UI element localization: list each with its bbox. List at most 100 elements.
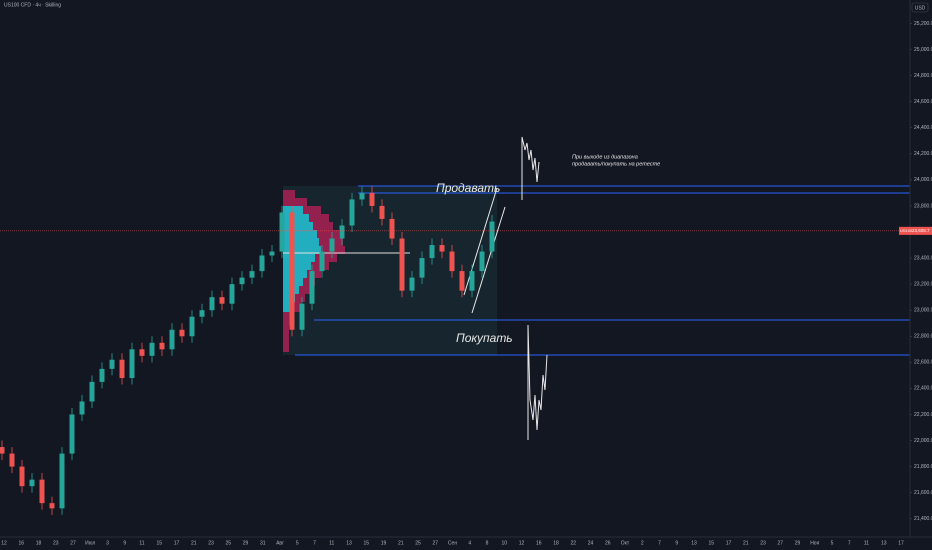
x-tick-label: 11	[329, 540, 334, 546]
x-tick-label: 9	[123, 540, 126, 546]
candle-body	[29, 479, 35, 487]
candle-body	[149, 342, 155, 356]
x-tick-label: 5	[296, 540, 299, 546]
buy-annotation: Покупать	[456, 331, 513, 345]
y-tick-label: 24,600.0	[914, 99, 932, 105]
candle-body	[69, 414, 75, 454]
x-tick-label: Ноя	[810, 540, 819, 546]
y-tick-label: 22,600.0	[914, 360, 932, 366]
candle-body	[469, 271, 475, 291]
candle-body	[299, 303, 305, 330]
x-tick-label: 29	[243, 540, 249, 546]
y-tick-label: 22,800.0	[914, 334, 932, 340]
x-tick-label: 7	[658, 540, 661, 546]
last-price-tag	[899, 226, 932, 235]
candle-body	[419, 258, 425, 278]
x-tick-label: Окт	[621, 540, 630, 546]
x-tick-label: 18	[553, 540, 559, 546]
x-tick-label: 27	[777, 540, 783, 546]
y-tick-label: 21,600.0	[914, 490, 932, 496]
x-tick-label: 12	[1, 540, 7, 546]
last-price-label: 23,608.7	[912, 228, 930, 233]
x-tick-label: 12	[519, 540, 525, 546]
candle-body	[239, 277, 245, 285]
y-tick-label: 24,800.0	[914, 73, 932, 79]
candle-body	[479, 251, 485, 272]
x-tick-label: 16	[18, 540, 24, 546]
x-tick-label: 21	[191, 540, 197, 546]
y-tick-label: 24,200.0	[914, 151, 932, 157]
candle-body	[79, 401, 85, 415]
candle-body	[449, 251, 455, 272]
candle-body	[139, 349, 145, 356]
x-tick-label: 29	[795, 540, 801, 546]
candle-body	[19, 466, 25, 487]
x-tick-label: 25	[415, 540, 421, 546]
y-tick-label: 25,200.0	[914, 21, 932, 27]
x-tick-label: 15	[708, 540, 714, 546]
candle-body	[0, 447, 5, 454]
x-tick-label: 13	[881, 540, 887, 546]
x-tick-label: 15	[363, 540, 369, 546]
y-tick-label: 24,000.0	[914, 177, 932, 183]
x-tick-label: 23	[208, 540, 214, 546]
x-tick-label: 27	[432, 540, 438, 546]
x-tick-label: Июл	[85, 540, 95, 546]
y-tick-label: 21,400.0	[914, 516, 932, 522]
candle-body	[359, 192, 365, 200]
y-tick-label: 23,400.0	[914, 255, 932, 261]
candle-body	[339, 225, 345, 239]
candle-body	[289, 212, 295, 330]
x-tick-label: 3	[106, 540, 109, 546]
x-tick-label: 23	[760, 540, 766, 546]
y-tick-label: 23,200.0	[914, 281, 932, 287]
candle-body	[249, 271, 255, 278]
candle-body	[309, 271, 315, 304]
x-tick-label: 10	[501, 540, 507, 546]
candle-body	[409, 277, 415, 291]
candle-body	[209, 297, 215, 311]
candle-body	[189, 316, 195, 337]
x-tick-label: 7	[313, 540, 316, 546]
x-tick-label: 24	[588, 540, 594, 546]
x-tick-label: 27	[70, 540, 76, 546]
candle-body	[279, 212, 285, 252]
currency: USD	[915, 5, 926, 11]
candle-body	[99, 368, 105, 382]
candle-body	[199, 310, 205, 317]
x-tick-label: 21	[398, 540, 404, 546]
x-tick-label: 17	[898, 540, 904, 546]
candle-body	[439, 245, 445, 252]
candle-body	[159, 342, 165, 350]
candle-body	[389, 218, 395, 239]
candle-body	[179, 329, 185, 337]
x-tick-label: 16	[536, 540, 542, 546]
candle-body	[39, 479, 45, 504]
candle-body	[459, 271, 465, 291]
y-tick-label: 23,000.0	[914, 308, 932, 314]
x-tick-label: 17	[174, 540, 180, 546]
currency-box	[911, 2, 929, 13]
x-tick-label: 26	[605, 540, 611, 546]
x-tick-label: 11	[864, 540, 869, 546]
x-tick-label: 23	[53, 540, 59, 546]
levels	[295, 185, 910, 356]
last-price-symbol: US100	[900, 228, 913, 233]
candle-body	[489, 221, 495, 252]
chart-title: US100 CFD · 4ч · Skilling	[4, 2, 61, 8]
candle-body	[9, 453, 15, 467]
x-tick-label: 31	[260, 540, 266, 546]
note-line: продавать/покупать на ретесте	[572, 161, 660, 167]
x-tick-label: 4	[468, 540, 471, 546]
x-tick-label: 25	[225, 540, 231, 546]
x-tick-label: Авг	[276, 540, 284, 546]
x-tick-label: 15	[156, 540, 162, 546]
candle-body	[59, 453, 65, 509]
candle-body	[219, 297, 225, 304]
x-tick-label: 2	[641, 540, 644, 546]
x-tick-label: 21	[743, 540, 749, 546]
y-tick-label: 21,800.0	[914, 464, 932, 470]
y-tick-label: 25,000.0	[914, 47, 932, 53]
x-tick-label: 18	[36, 540, 42, 546]
candle-body	[169, 329, 175, 350]
